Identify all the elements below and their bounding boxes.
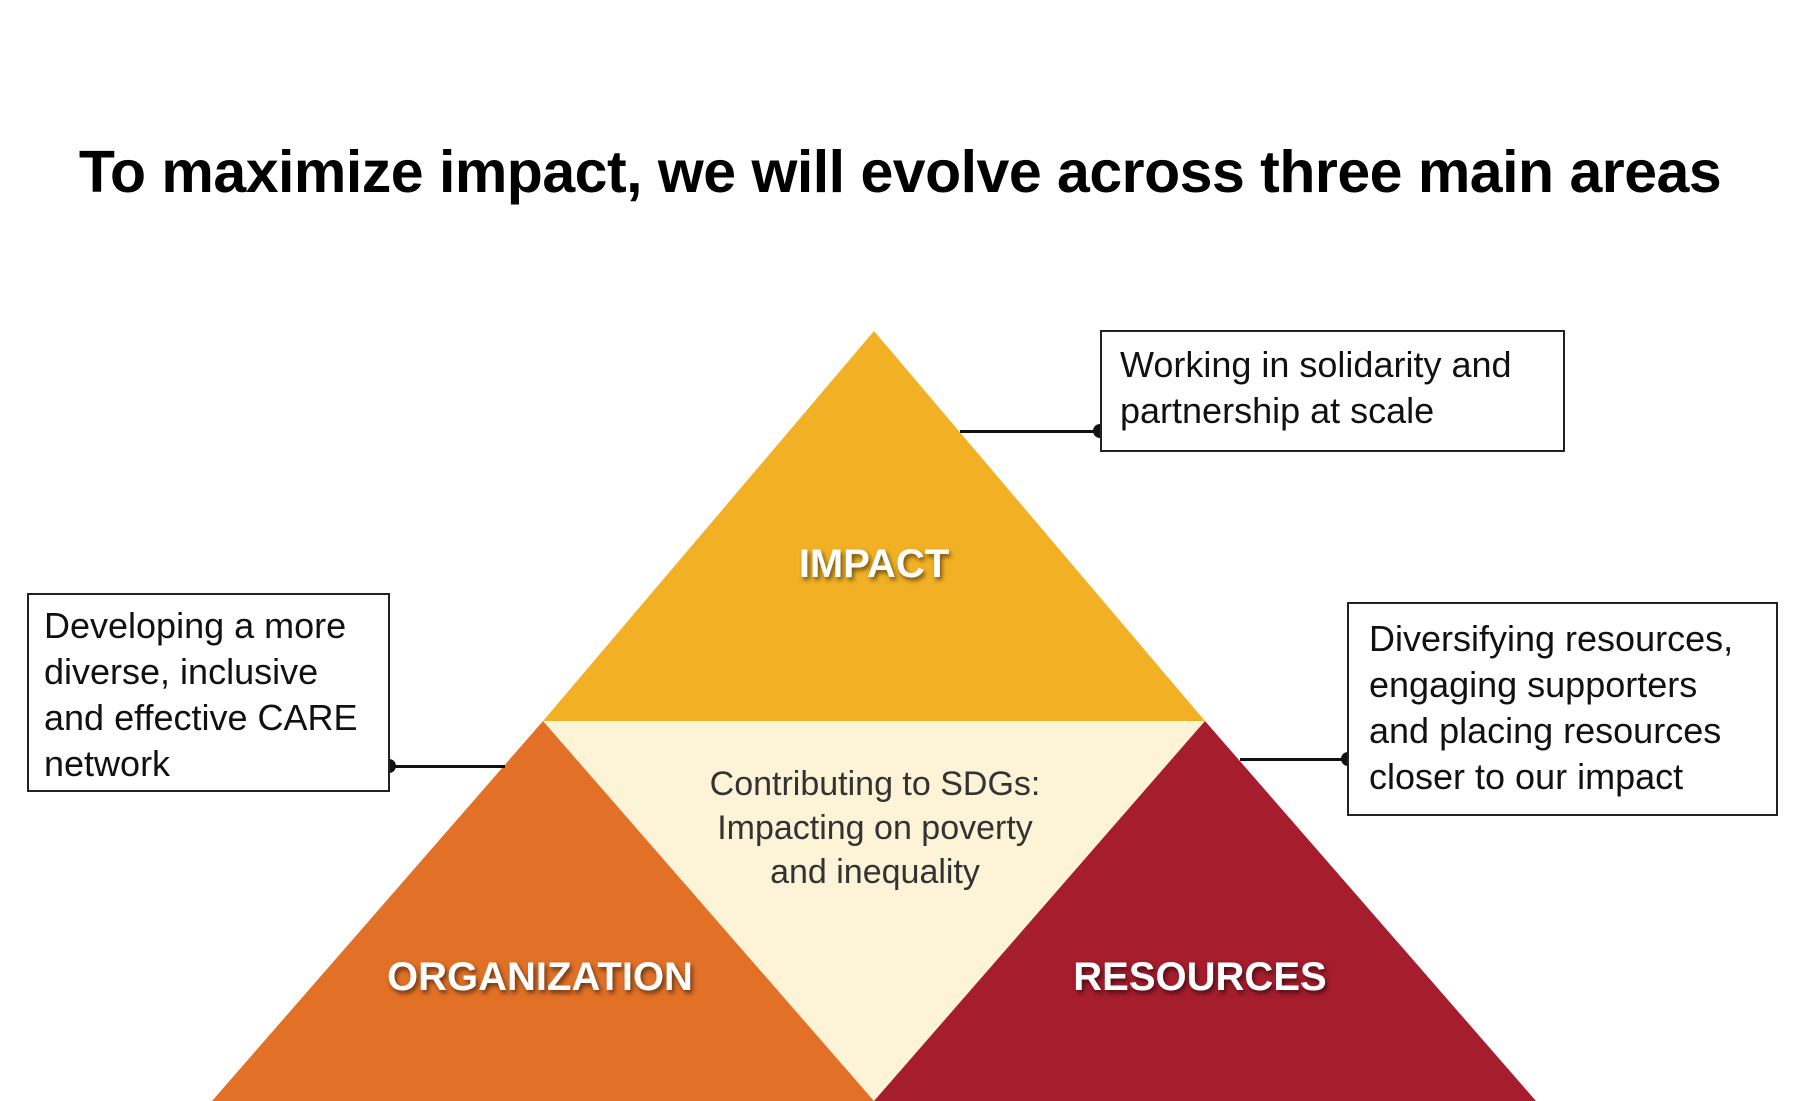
callout-line: diverse, inclusive	[44, 651, 319, 692]
resources-connector	[1240, 758, 1348, 761]
callout-line: Working in solidarity and	[1120, 344, 1512, 385]
callout-line: Diversifying resources,	[1369, 618, 1734, 659]
impact-segment	[543, 331, 1205, 721]
center-line: and inequality	[770, 853, 980, 891]
center-line: Contributing to SDGs:	[709, 765, 1041, 803]
organization-connector	[390, 765, 505, 768]
center-line: Impacting on poverty	[717, 809, 1033, 847]
callout-line: closer to our impact	[1369, 756, 1684, 797]
center-text: Contributing to SDGs: Impacting on pover…	[640, 762, 1110, 894]
impact-callout: Working in solidarity and partnership at…	[1100, 330, 1565, 452]
organization-segment	[212, 721, 874, 1101]
callout-line: network	[44, 743, 171, 784]
resources-label: RESOURCES	[1073, 955, 1327, 999]
organization-label: ORGANIZATION	[387, 955, 693, 999]
resources-callout: Diversifying resources, engaging support…	[1347, 602, 1778, 816]
organization-callout: Developing a more diverse, inclusive and…	[27, 593, 390, 792]
callout-line: Developing a more	[44, 605, 347, 646]
page-title: To maximize impact, we will evolve acros…	[78, 139, 1722, 205]
callout-line: and effective CARE	[44, 697, 358, 738]
center-segment	[543, 721, 1205, 1101]
impact-connector	[960, 430, 1100, 433]
callout-line: engaging supporters	[1369, 664, 1698, 705]
resources-segment	[874, 721, 1536, 1101]
callout-line: and placing resources	[1369, 710, 1722, 751]
impact-label: IMPACT	[798, 542, 950, 586]
callout-line: partnership at scale	[1120, 390, 1435, 431]
